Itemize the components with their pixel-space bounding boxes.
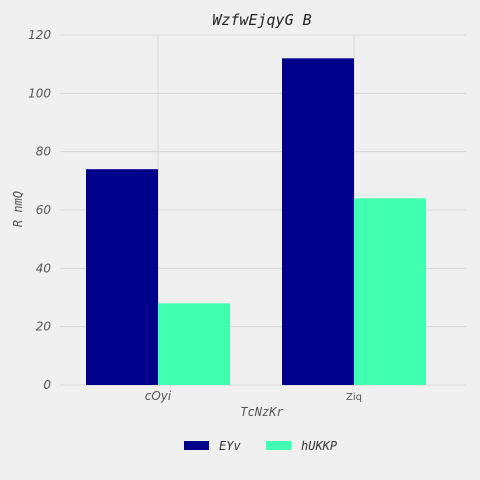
y-tick-labels: 0 20 40 60 80 100 120 xyxy=(28,28,51,392)
x-tick-label: Ziq xyxy=(346,392,362,403)
y-tick-label: 80 xyxy=(36,145,52,159)
legend-label-eyv: EYv xyxy=(219,439,241,453)
y-tick-label: 100 xyxy=(28,86,51,100)
y-tick-label: 60 xyxy=(36,203,52,217)
legend: EYv hUKKP xyxy=(184,439,338,453)
x-axis-label: TcNzKr xyxy=(240,405,284,419)
y-tick-label: 20 xyxy=(36,320,52,334)
x-tick-label: cOyi xyxy=(145,389,172,403)
legend-label-hukkp: hUKKP xyxy=(301,439,338,453)
x-tick-labels: cOyi Ziq xyxy=(145,389,362,403)
y-tick-label: 40 xyxy=(36,261,52,275)
y-tick-label: 120 xyxy=(28,28,51,42)
bars xyxy=(86,58,426,385)
y-tick-label: 0 xyxy=(43,378,51,392)
bar-hukkp-coyi xyxy=(158,303,230,385)
y-axis-label: R nmQ xyxy=(11,191,25,227)
bar-hukkp-ziq xyxy=(354,198,426,385)
bar-eyv-coyi xyxy=(86,169,158,385)
chart-title: WzfwEjqyG B xyxy=(212,11,311,29)
legend-swatch-eyv xyxy=(184,441,209,450)
bar-eyv-ziq xyxy=(282,58,354,385)
legend-swatch-hukkp xyxy=(266,441,291,450)
